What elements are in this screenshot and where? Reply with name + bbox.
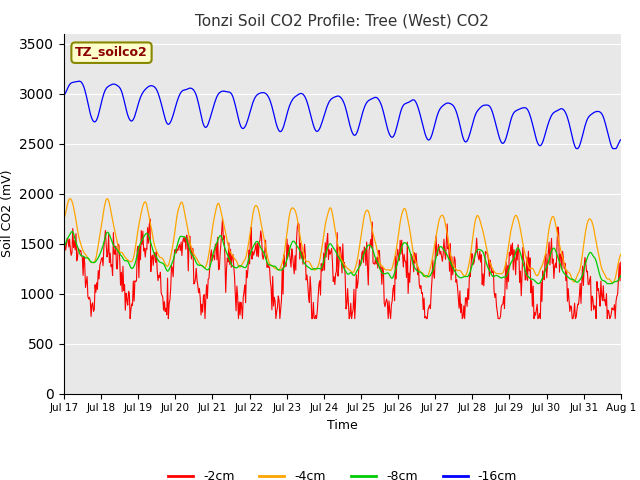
-4cm — [427, 265, 435, 271]
-2cm — [238, 304, 246, 310]
-16cm — [197, 112, 205, 118]
Text: TZ_soilco2: TZ_soilco2 — [75, 46, 148, 59]
-2cm — [617, 259, 625, 265]
-2cm — [60, 230, 68, 236]
-8cm — [197, 263, 205, 268]
Line: -2cm: -2cm — [64, 218, 621, 319]
-2cm — [495, 316, 503, 322]
-8cm — [218, 234, 225, 240]
-2cm — [428, 288, 435, 294]
-4cm — [197, 262, 205, 268]
-4cm — [494, 271, 502, 276]
Y-axis label: Soil CO2 (mV): Soil CO2 (mV) — [1, 170, 13, 257]
-16cm — [76, 78, 83, 84]
-4cm — [563, 268, 570, 274]
-4cm — [218, 212, 225, 217]
-4cm — [60, 216, 68, 221]
-16cm — [617, 137, 625, 143]
-8cm — [494, 273, 502, 279]
Line: -4cm: -4cm — [64, 199, 621, 283]
-4cm — [617, 252, 625, 257]
-4cm — [609, 280, 617, 286]
-2cm — [197, 312, 205, 318]
Legend: -2cm, -4cm, -8cm, -16cm: -2cm, -4cm, -8cm, -16cm — [163, 465, 522, 480]
-16cm — [237, 123, 244, 129]
-16cm — [427, 136, 435, 142]
-16cm — [494, 131, 502, 136]
Title: Tonzi Soil CO2 Profile: Tree (West) CO2: Tonzi Soil CO2 Profile: Tree (West) CO2 — [195, 13, 490, 28]
-8cm — [237, 263, 244, 269]
-2cm — [126, 316, 134, 322]
-8cm — [535, 281, 543, 287]
-4cm — [67, 196, 74, 202]
-16cm — [563, 112, 570, 118]
Line: -8cm: -8cm — [64, 231, 621, 284]
-8cm — [617, 273, 625, 278]
-2cm — [219, 216, 227, 221]
-2cm — [564, 299, 572, 304]
-4cm — [237, 264, 244, 269]
X-axis label: Time: Time — [327, 419, 358, 432]
-2cm — [218, 228, 225, 233]
Line: -16cm: -16cm — [64, 81, 621, 149]
-16cm — [218, 88, 225, 94]
-8cm — [60, 244, 68, 250]
-8cm — [68, 228, 76, 234]
-8cm — [427, 272, 435, 278]
-16cm — [60, 92, 68, 98]
-16cm — [573, 146, 581, 152]
-8cm — [564, 274, 572, 279]
